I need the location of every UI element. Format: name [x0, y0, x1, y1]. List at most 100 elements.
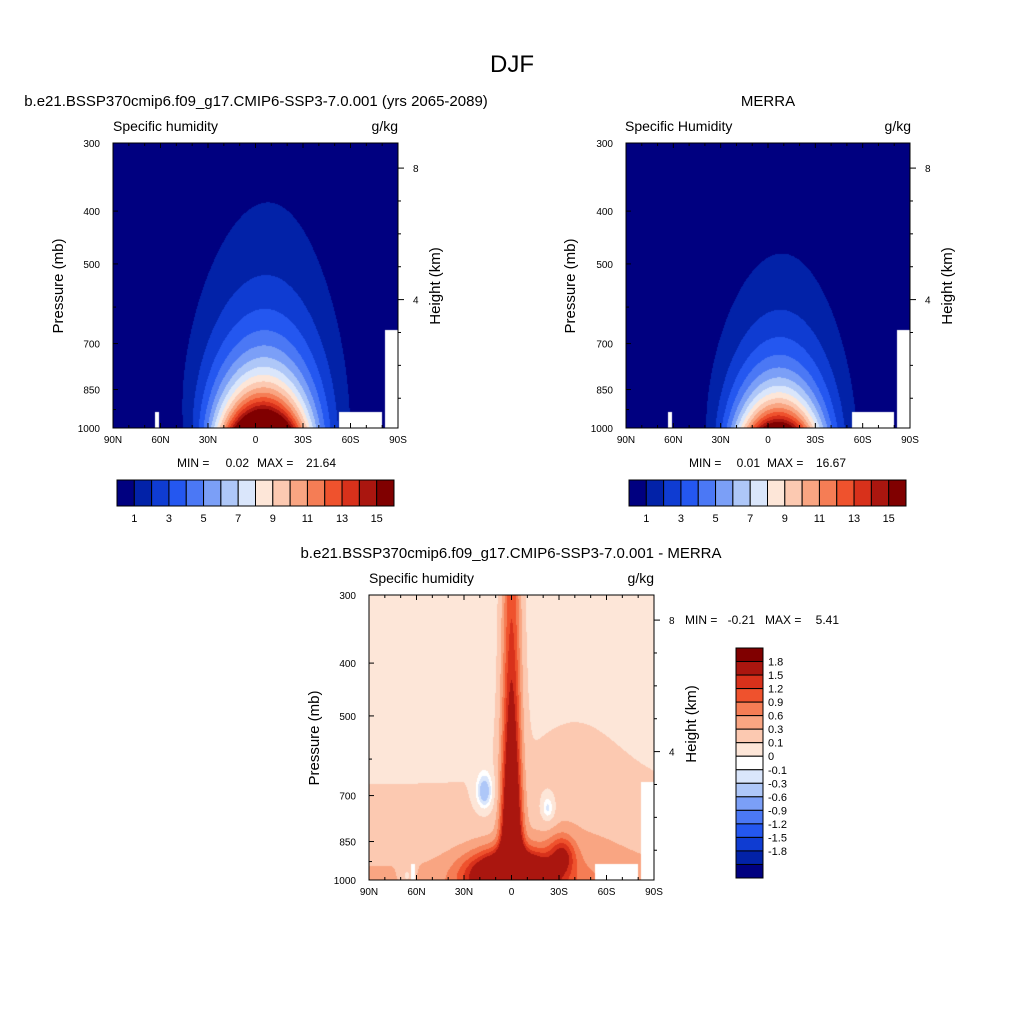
panel-model-colorbar-box: [341, 479, 360, 507]
panel-model-y2label: Height (km): [427, 247, 444, 325]
panel-diff-colorbar-box: [735, 796, 764, 811]
panel-diff-colorbar-box: [735, 809, 764, 825]
panel-diff-colorbar-box: [735, 674, 764, 690]
panel-obs-colorbar-label: 5: [713, 513, 719, 525]
panel-obs-colorbar-box: [853, 479, 872, 507]
panel-obs-colorbar-label: 15: [883, 513, 895, 525]
panel-model-colorbar-label: 7: [235, 513, 241, 525]
panel-model-ytick-label: 700: [83, 340, 100, 351]
panel-diff-ytick-label: 850: [339, 838, 356, 849]
panel-model-y2tick-label: 4: [413, 296, 419, 307]
panel-diff-plot: 90N 60N 30N 0 30S 60S 90S 300 400 500 700 850 1000 8 4: [334, 591, 675, 898]
panel-diff-title: b.e21.BSSP370cmip6.f09_g17.CMIP6-SSP3-7.…: [300, 545, 721, 562]
panel-obs-colorbar-label: 9: [782, 513, 788, 525]
panel-obs-colorbar-box: [749, 479, 768, 507]
panel-diff-y2tick-label: 8: [669, 616, 675, 627]
panel-model-left-string: Specific humidity: [113, 118, 218, 134]
panel-model-colorbar-box: [272, 479, 291, 507]
page-title: DJF: [490, 51, 534, 78]
panel-model-xtick-label: 60N: [151, 435, 169, 446]
panel-diff-colorbar-label: -0.6: [768, 792, 787, 804]
panel-model-title: b.e21.BSSP370cmip6.f09_g17.CMIP6-SSP3-7.…: [24, 93, 488, 110]
panel-obs-colorbar-label: 7: [747, 513, 753, 525]
panel-obs-colorbar-box: [784, 479, 803, 507]
panel-obs-colorbar: 1 3 5 7 9 11 13 15: [628, 479, 907, 525]
panel-diff-colorbar-box: [735, 755, 764, 771]
panel-obs-colorbar-label: 11: [814, 513, 825, 525]
panel-diff-ytick-label: 1000: [334, 876, 357, 887]
panel-model-colorbar-box: [203, 479, 222, 507]
panel-obs-title: MERRA: [741, 93, 795, 110]
panel-obs-ytick-label: 500: [596, 260, 613, 271]
panel-obs-ytick-label: 850: [596, 386, 613, 397]
panel-obs-ytick-label: 1000: [591, 424, 614, 435]
panel-diff-xtick-label: 60N: [407, 887, 425, 898]
panel-diff-colorbar-label: 1.5: [768, 670, 783, 682]
panel-obs-colorbar-box: [628, 479, 647, 507]
panel-diff-left-string: Specific humidity: [369, 570, 474, 586]
panel-obs-colorbar-box: [801, 479, 820, 507]
panel-model-max-value: 21.64: [306, 456, 336, 470]
panel-diff-ytick-label: 700: [339, 792, 356, 803]
panel-obs-colorbar-box: [836, 479, 855, 507]
panel-model-plot: 90N 60N 30N 0 30S 60S 90S 300 400 500 700 850 1000 8 4: [78, 139, 419, 446]
panel-diff-colorbar-box: [735, 701, 764, 717]
panel-obs-colorbar-label: 3: [678, 513, 684, 525]
panel-obs-xtick-label: 60N: [664, 435, 682, 446]
panel-model-colorbar-box: [358, 479, 378, 507]
panel-diff-colorbar-box: [735, 688, 764, 703]
panel-model-colorbar-box: [306, 479, 326, 507]
panel-model: b.e21.BSSP370cmip6.f09_g17.CMIP6-SSP3-7.…: [24, 93, 488, 525]
panel-diff-colorbar-label: -0.9: [768, 805, 787, 817]
panel-obs-colorbar-box: [680, 479, 699, 507]
panel-diff-colorbar-box: [735, 782, 764, 798]
panel-diff-colorbar-label: 0.1: [768, 738, 783, 750]
panel-obs-colorbar-box: [663, 479, 682, 507]
panel-obs-colorbar-box: [732, 479, 751, 507]
panel-diff-max-value: 5.41: [816, 613, 840, 627]
panel-diff-xtick-label: 30S: [550, 887, 568, 898]
panel-model-xtick-label: 0: [253, 435, 259, 446]
panel-diff-colorbar-label: 0: [768, 751, 774, 763]
panel-diff: b.e21.BSSP370cmip6.f09_g17.CMIP6-SSP3-7.…: [300, 545, 839, 898]
panel-obs-min-value: 0.01: [737, 456, 761, 470]
panel-diff-colorbar-box: [735, 742, 764, 757]
panel-model-colorbar-box: [116, 479, 135, 507]
panel-obs-min-label: MIN =: [689, 456, 721, 470]
panel-model-colorbar-box: [376, 479, 395, 507]
panel-obs-ylabel: Pressure (mb): [562, 238, 579, 333]
panel-obs-colorbar-label: 1: [643, 513, 649, 525]
panel-model-colorbar-box: [255, 479, 274, 507]
panel-obs-colorbar-box: [818, 479, 838, 507]
panel-diff-colorbar-box: [735, 647, 764, 663]
panel-obs-left-string: Specific Humidity: [625, 118, 732, 134]
panel-diff-colorbar-box: [735, 715, 764, 730]
panel-diff-xtick-label: 90N: [360, 887, 378, 898]
panel-model-colorbar-label: 11: [302, 513, 313, 525]
panel-obs-xtick-label: 90N: [617, 435, 635, 446]
panel-model-colorbar-box: [133, 479, 153, 507]
panel-model-right-string: g/kg: [372, 118, 398, 134]
panel-obs-plot: 90N 60N 30N 0 30S 60S 90S 300 400 500 700 850 1000 8 4: [591, 139, 931, 446]
panel-diff-colorbar-label: 1.8: [768, 657, 783, 669]
panel-model-colorbar-label: 1: [131, 513, 137, 525]
panel-model-xtick-label: 30N: [199, 435, 217, 446]
panel-diff-colorbar-label: -0.1: [768, 765, 787, 777]
panel-diff-xtick-label: 60S: [598, 887, 616, 898]
panel-model-ytick-label: 850: [83, 386, 100, 397]
panel-model-colorbar-label: 9: [270, 513, 276, 525]
panel-diff-colorbar-box: [735, 850, 764, 865]
panel-model-xtick-label: 60S: [342, 435, 360, 446]
panel-obs-xtick-label: 30N: [711, 435, 729, 446]
panel-model-colorbar-label: 13: [336, 513, 348, 525]
panel-diff-colorbar-box: [735, 661, 764, 676]
panel-diff-ytick-label: 400: [339, 659, 356, 670]
panel-diff-colorbar-label: 1.2: [768, 684, 783, 696]
panel-model-ylabel: Pressure (mb): [50, 238, 67, 333]
panel-obs-colorbar-box: [715, 479, 734, 507]
panel-model-colorbar-label: 3: [166, 513, 172, 525]
panel-diff-ytick-label: 500: [339, 712, 356, 723]
panel-diff-min-value: -0.21: [728, 613, 756, 627]
panel-obs-y2tick-label: 4: [925, 296, 931, 307]
panel-diff-colorbar-label: -1.8: [768, 846, 787, 858]
